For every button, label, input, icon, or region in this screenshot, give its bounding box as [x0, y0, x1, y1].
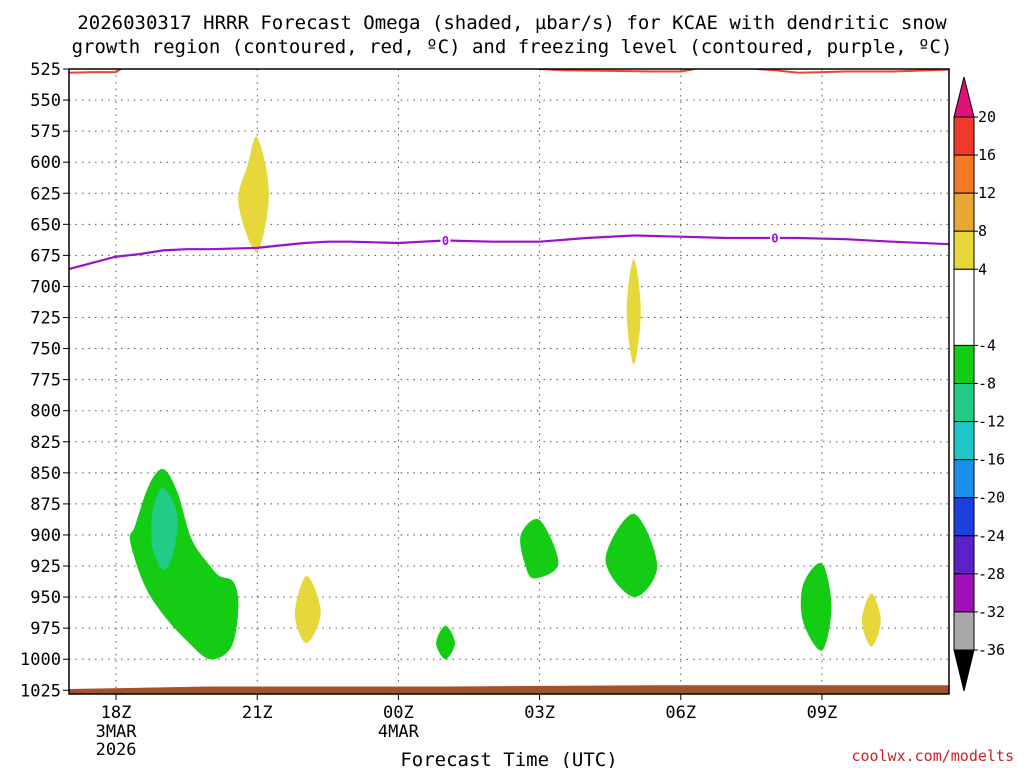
colorbar-band-5	[953, 268, 975, 346]
colorbar-band-10	[953, 497, 975, 537]
colorbar-label--20: -20	[978, 489, 1005, 507]
colorbar-band-12	[953, 573, 975, 613]
freezing-label-bg	[769, 229, 780, 245]
y-tick-label-825: 825	[30, 433, 61, 453]
omega-shading	[69, 136, 949, 694]
colorbar-bottom-arrow	[953, 649, 975, 692]
colorbar-band-4	[953, 230, 975, 270]
colorbar-label--12: -12	[978, 413, 1005, 431]
colorbar-label--8: -8	[978, 375, 996, 393]
colorbar-label--16: -16	[978, 451, 1005, 469]
title-line-1: 2026030317 HRRR Forecast Omega (shaded, …	[77, 12, 947, 34]
ground-surface	[69, 685, 949, 694]
x-tick-label-18Z: 18Z	[101, 703, 132, 723]
colorbar-band-6	[953, 344, 975, 384]
title-line-2: growth region (contoured, red, ºC) and f…	[72, 36, 953, 58]
y-tick-label-650: 650	[30, 215, 61, 235]
chart-title: 2026030317 HRRR Forecast Omega (shaded, …	[72, 12, 953, 58]
colorbar-label--32: -32	[978, 603, 1005, 621]
x-tick-year-label: 2026	[96, 740, 137, 760]
y-tick-label-875: 875	[30, 495, 61, 515]
y-tick-label-900: 900	[30, 526, 61, 546]
y-tick-label-975: 975	[30, 619, 61, 639]
omega-green-3	[520, 518, 559, 579]
y-tick-label-1000: 1000	[20, 650, 61, 670]
x-axis-title: Forecast Time (UTC)	[400, 749, 617, 768]
y-tick-label-800: 800	[30, 402, 61, 422]
y-tick-label-575: 575	[30, 122, 61, 142]
x-tick-date-label: 3MAR	[96, 722, 138, 742]
colorbar: 20 16 12 8 4 -4 -8 -12 -16 -20 -24 -28 -32 -36	[953, 76, 1005, 692]
colorbar-label-20: 20	[978, 108, 996, 126]
y-tick-label-700: 700	[30, 277, 61, 297]
x-tick-label-06Z: 06Z	[665, 703, 696, 723]
credit-link[interactable]: coolwx.com/modelts	[851, 747, 1014, 765]
colorbar-label--36: -36	[978, 641, 1005, 659]
freezing-level-label-1: 0	[442, 234, 449, 248]
colorbar-band-3	[953, 192, 975, 232]
dendritic-contour-3	[756, 69, 949, 74]
x-tick-date-label: 4MAR	[378, 722, 420, 742]
y-tick-label-925: 925	[30, 557, 61, 577]
colorbar-band-13	[953, 611, 975, 651]
omega-green-1	[129, 469, 239, 660]
omega-green-5	[800, 562, 832, 651]
omega-yellow-1	[238, 136, 270, 252]
y-tick-label-675: 675	[30, 246, 61, 266]
x-tick-label-21Z: 21Z	[242, 703, 273, 723]
colorbar-label-8: 8	[978, 222, 987, 240]
colorbar-label-12: 12	[978, 184, 996, 202]
y-tick-label-775: 775	[30, 371, 61, 391]
freezing-level-contour	[69, 234, 949, 271]
freezing-label-bg	[440, 232, 451, 248]
colorbar-band-1	[953, 116, 975, 156]
y-tick-label-625: 625	[30, 184, 61, 204]
colorbar-top-arrow	[953, 76, 975, 118]
colorbar-label--4: -4	[978, 336, 996, 354]
x-tick-label-03Z: 03Z	[524, 703, 555, 723]
y-tick-label-600: 600	[30, 153, 61, 173]
omega-yellow-4	[861, 593, 881, 647]
y-axis: 525 550 575 600 625 650 675 700 725 750 775 800 825 8…	[20, 60, 69, 701]
y-tick-label-525: 525	[30, 60, 61, 80]
omega-yellow-3	[626, 259, 641, 365]
omega-green-4	[605, 513, 658, 598]
y-tick-label-1025: 1025	[20, 681, 61, 701]
omega-green-2	[436, 625, 455, 660]
colorbar-band-9	[953, 459, 975, 499]
y-tick-label-850: 850	[30, 464, 61, 484]
colorbar-label--28: -28	[978, 565, 1005, 583]
colorbar-label--24: -24	[978, 527, 1005, 545]
y-tick-label-550: 550	[30, 91, 61, 111]
omega-teal-1	[151, 487, 178, 570]
y-tick-label-950: 950	[30, 588, 61, 608]
y-tick-label-750: 750	[30, 340, 61, 360]
colorbar-band-7	[953, 383, 975, 423]
dendritic-contour-1	[69, 69, 122, 74]
colorbar-band-8	[953, 421, 975, 461]
colorbar-label-16: 16	[978, 146, 996, 164]
plot-frame	[68, 68, 950, 695]
y-tick-label-725: 725	[30, 309, 61, 329]
colorbar-band-2	[953, 154, 975, 194]
omega-yellow-2	[294, 575, 321, 644]
dendritic-contour-2	[539, 69, 696, 73]
x-tick-label-00Z: 00Z	[383, 703, 414, 723]
colorbar-label-4: 4	[978, 260, 987, 278]
x-tick-label-09Z: 09Z	[807, 703, 838, 723]
colorbar-band-11	[953, 535, 975, 575]
freezing-level-label-2: 0	[771, 231, 778, 245]
